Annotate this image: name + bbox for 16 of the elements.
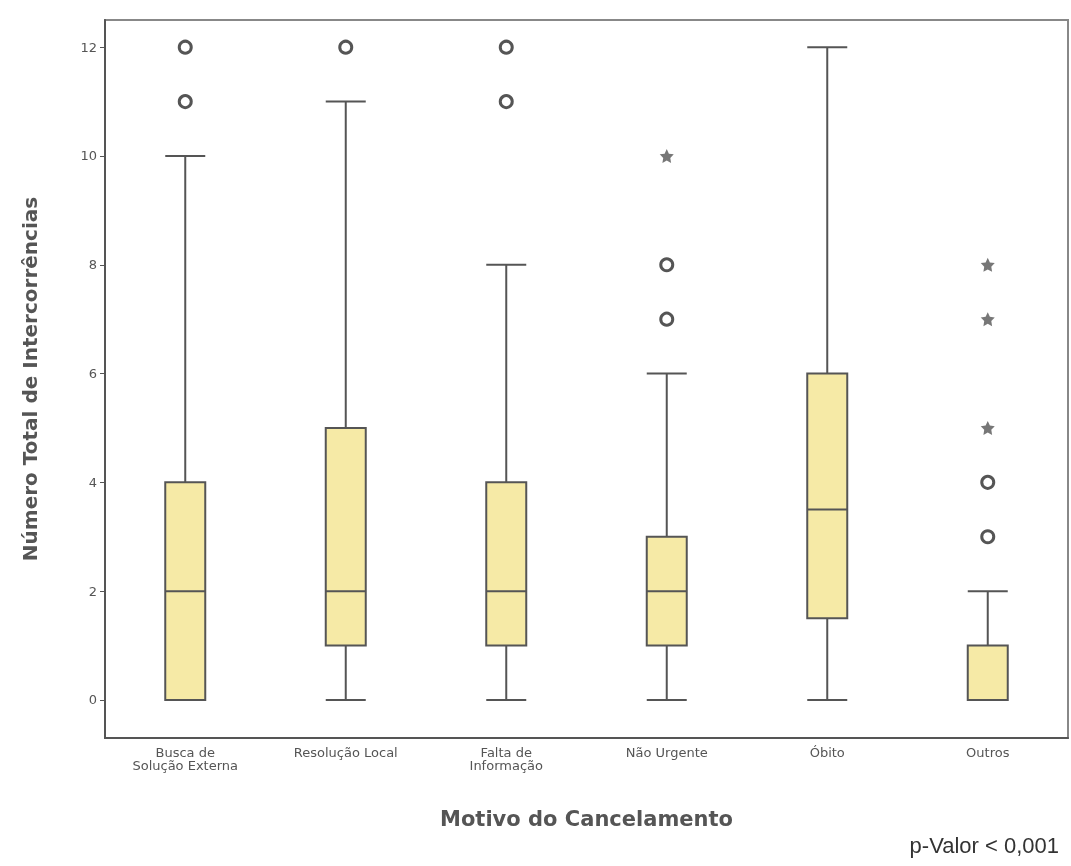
y-tick-label: 2	[88, 583, 97, 599]
x-tick-label: Outros	[966, 745, 1010, 760]
y-tick-label: 10	[80, 148, 97, 164]
x-tick-label: Busca de Solução Externa	[132, 745, 239, 773]
x-axis-title: Motivo do Cancelamento	[440, 806, 733, 831]
y-tick-label: 4	[88, 474, 97, 490]
y-tick-label: 0	[88, 692, 97, 708]
x-tick-label: Resolução Local	[293, 745, 398, 760]
y-tick-label: 12	[80, 39, 97, 55]
y-tick-label: 6	[88, 366, 97, 382]
x-tick-label: Não Urgente	[625, 745, 708, 760]
text: p-Valor < 0,001	[909, 832, 1060, 858]
x-tick-label: Óbito	[809, 745, 845, 760]
y-axis-title: Número Total de Intercorrências	[18, 196, 42, 562]
y-tick-label: 8	[88, 257, 97, 273]
x-tick-label: Falta de Informação	[469, 745, 543, 773]
